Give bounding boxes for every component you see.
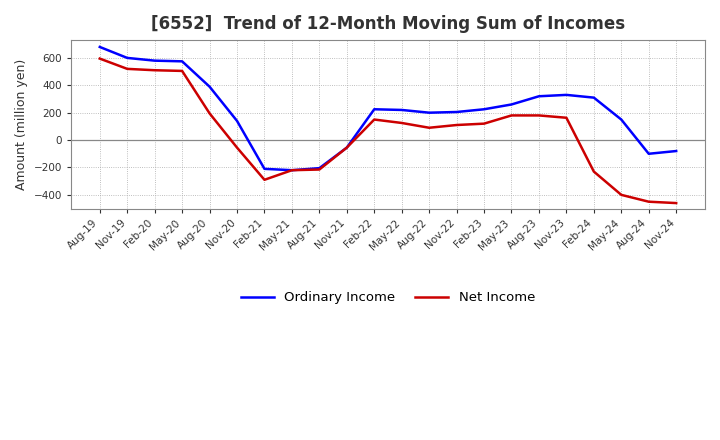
Net Income — [425, 125, 433, 130]
Ordinary Income — [370, 106, 379, 112]
Net Income — [590, 169, 598, 174]
Ordinary Income — [672, 148, 680, 154]
Ordinary Income — [233, 118, 241, 124]
Ordinary Income — [96, 44, 104, 50]
Ordinary Income — [260, 166, 269, 172]
Line: Net Income: Net Income — [100, 59, 676, 203]
Net Income — [343, 145, 351, 150]
Ordinary Income — [452, 110, 461, 115]
Legend: Ordinary Income, Net Income: Ordinary Income, Net Income — [235, 286, 541, 309]
Net Income — [617, 192, 626, 198]
Net Income — [397, 120, 406, 125]
Ordinary Income — [507, 102, 516, 107]
Net Income — [672, 201, 680, 206]
Ordinary Income — [535, 94, 544, 99]
Net Income — [233, 145, 241, 150]
Ordinary Income — [562, 92, 571, 98]
Net Income — [562, 115, 571, 121]
Ordinary Income — [150, 58, 159, 63]
Ordinary Income — [397, 107, 406, 113]
Title: [6552]  Trend of 12-Month Moving Sum of Incomes: [6552] Trend of 12-Month Moving Sum of I… — [151, 15, 625, 33]
Net Income — [370, 117, 379, 122]
Y-axis label: Amount (million yen): Amount (million yen) — [15, 59, 28, 190]
Ordinary Income — [590, 95, 598, 100]
Net Income — [480, 121, 488, 126]
Net Income — [507, 113, 516, 118]
Line: Ordinary Income: Ordinary Income — [100, 47, 676, 170]
Net Income — [644, 199, 653, 204]
Net Income — [96, 56, 104, 61]
Ordinary Income — [617, 117, 626, 122]
Ordinary Income — [644, 151, 653, 156]
Ordinary Income — [425, 110, 433, 115]
Net Income — [315, 167, 324, 172]
Net Income — [260, 177, 269, 183]
Ordinary Income — [205, 84, 214, 89]
Ordinary Income — [343, 145, 351, 150]
Ordinary Income — [315, 165, 324, 171]
Net Income — [150, 68, 159, 73]
Net Income — [287, 168, 296, 173]
Ordinary Income — [123, 55, 132, 61]
Net Income — [452, 122, 461, 128]
Net Income — [123, 66, 132, 72]
Ordinary Income — [178, 59, 186, 64]
Net Income — [205, 111, 214, 116]
Ordinary Income — [480, 106, 488, 112]
Net Income — [535, 113, 544, 118]
Net Income — [178, 68, 186, 73]
Ordinary Income — [287, 168, 296, 173]
